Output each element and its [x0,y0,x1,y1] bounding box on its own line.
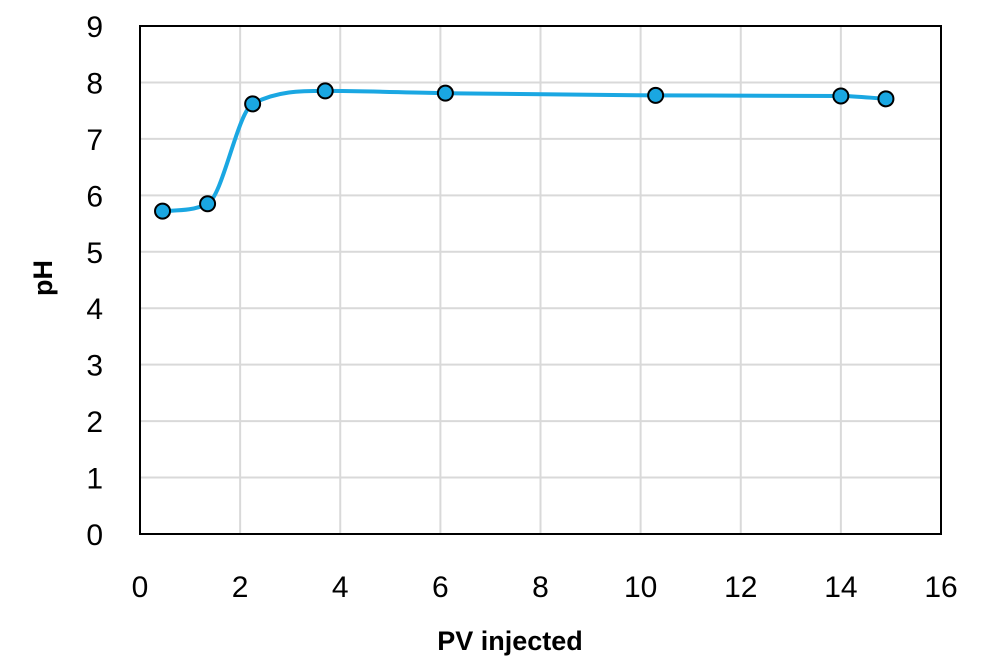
data-point [647,86,665,104]
grid [140,26,941,534]
y-tick-label: 4 [86,293,103,326]
x-tick-label: 12 [724,571,757,604]
x-tick-label: 8 [532,571,549,604]
data-point [199,195,217,213]
plot-area-border [139,25,942,535]
y-tick-label: 8 [86,67,103,100]
y-axis-tick-labels: 0 1 2 3 4 5 6 7 8 9 [86,11,103,552]
x-tick-label: 0 [132,571,149,604]
x-tick-label: 10 [624,571,657,604]
x-axis-tick-labels: 0 2 4 6 8 10 12 14 16 [132,571,958,604]
x-tick-label: 14 [824,571,857,604]
y-tick-label: 1 [86,463,103,496]
y-tick-label: 6 [86,180,103,213]
y-tick-label: 3 [86,350,103,383]
data-point [316,82,334,100]
y-tick-label: 2 [86,406,103,439]
data-point [436,84,454,102]
y-tick-label: 9 [86,11,103,44]
x-axis-title: PV injected [437,626,583,656]
x-tick-label: 16 [924,571,957,604]
x-tick-label: 4 [332,571,349,604]
data-point [877,90,895,108]
y-tick-label: 5 [86,237,103,270]
series-line [160,88,888,214]
series [154,82,895,220]
data-point [154,202,172,220]
y-tick-label: 0 [86,519,103,552]
data-point [832,87,850,105]
x-tick-label: 2 [232,571,249,604]
y-tick-label: 7 [86,124,103,157]
data-point [244,95,262,113]
x-tick-label: 6 [432,571,449,604]
y-axis-title: pH [28,260,58,296]
